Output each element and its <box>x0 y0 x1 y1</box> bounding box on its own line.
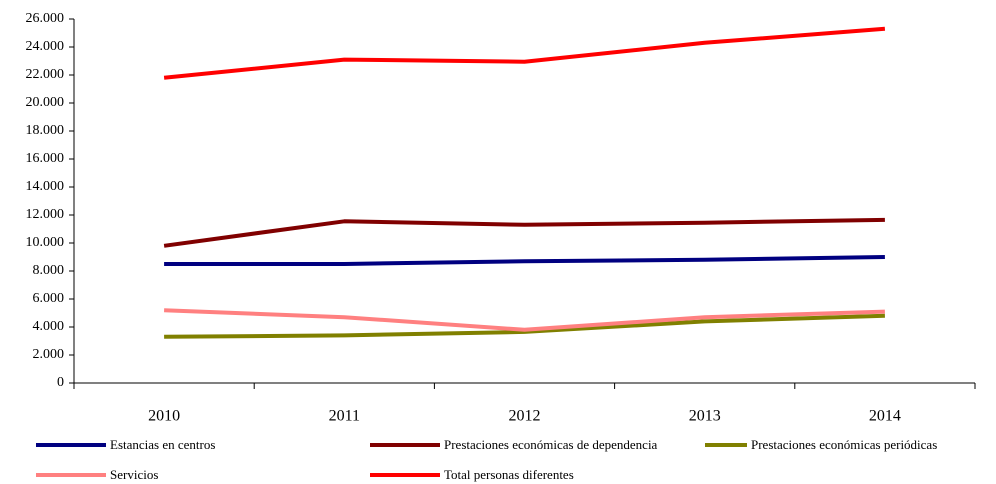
y-tick-label: 0 <box>57 375 64 390</box>
y-tick-label: 24.000 <box>26 39 65 54</box>
x-tick-label: 2011 <box>329 408 360 425</box>
y-tick-label: 18.000 <box>26 123 65 138</box>
series-line <box>163 217 885 248</box>
x-tick-label: 2010 <box>148 408 180 425</box>
y-tick-label: 22.000 <box>26 67 65 82</box>
legend-label: Prestaciones económicas periódicas <box>751 437 937 452</box>
legend-label: Estancias en centros <box>110 437 215 452</box>
x-tick-label: 2014 <box>869 408 901 425</box>
x-tick-label: 2013 <box>689 408 721 425</box>
x-tick-label: 2012 <box>509 408 541 425</box>
y-tick-label: 10.000 <box>26 235 65 250</box>
y-tick-label: 20.000 <box>26 95 65 110</box>
series-line <box>164 313 885 339</box>
y-tick-label: 14.000 <box>26 179 65 194</box>
y-tick-label: 8.000 <box>33 263 65 278</box>
series-line <box>164 308 885 332</box>
y-tick-label: 16.000 <box>26 151 65 166</box>
legend-label: Total personas diferentes <box>444 467 574 482</box>
legend-label: Prestaciones económicas de dependencia <box>444 437 658 452</box>
y-tick-label: 4.000 <box>33 319 65 334</box>
y-tick-label: 6.000 <box>33 291 65 306</box>
series-line <box>163 26 886 80</box>
y-tick-label: 12.000 <box>26 207 65 222</box>
series-line <box>164 255 885 266</box>
y-tick-label: 2.000 <box>33 347 65 362</box>
legend-label: Servicios <box>110 467 158 482</box>
y-tick-label: 26.000 <box>26 11 65 26</box>
